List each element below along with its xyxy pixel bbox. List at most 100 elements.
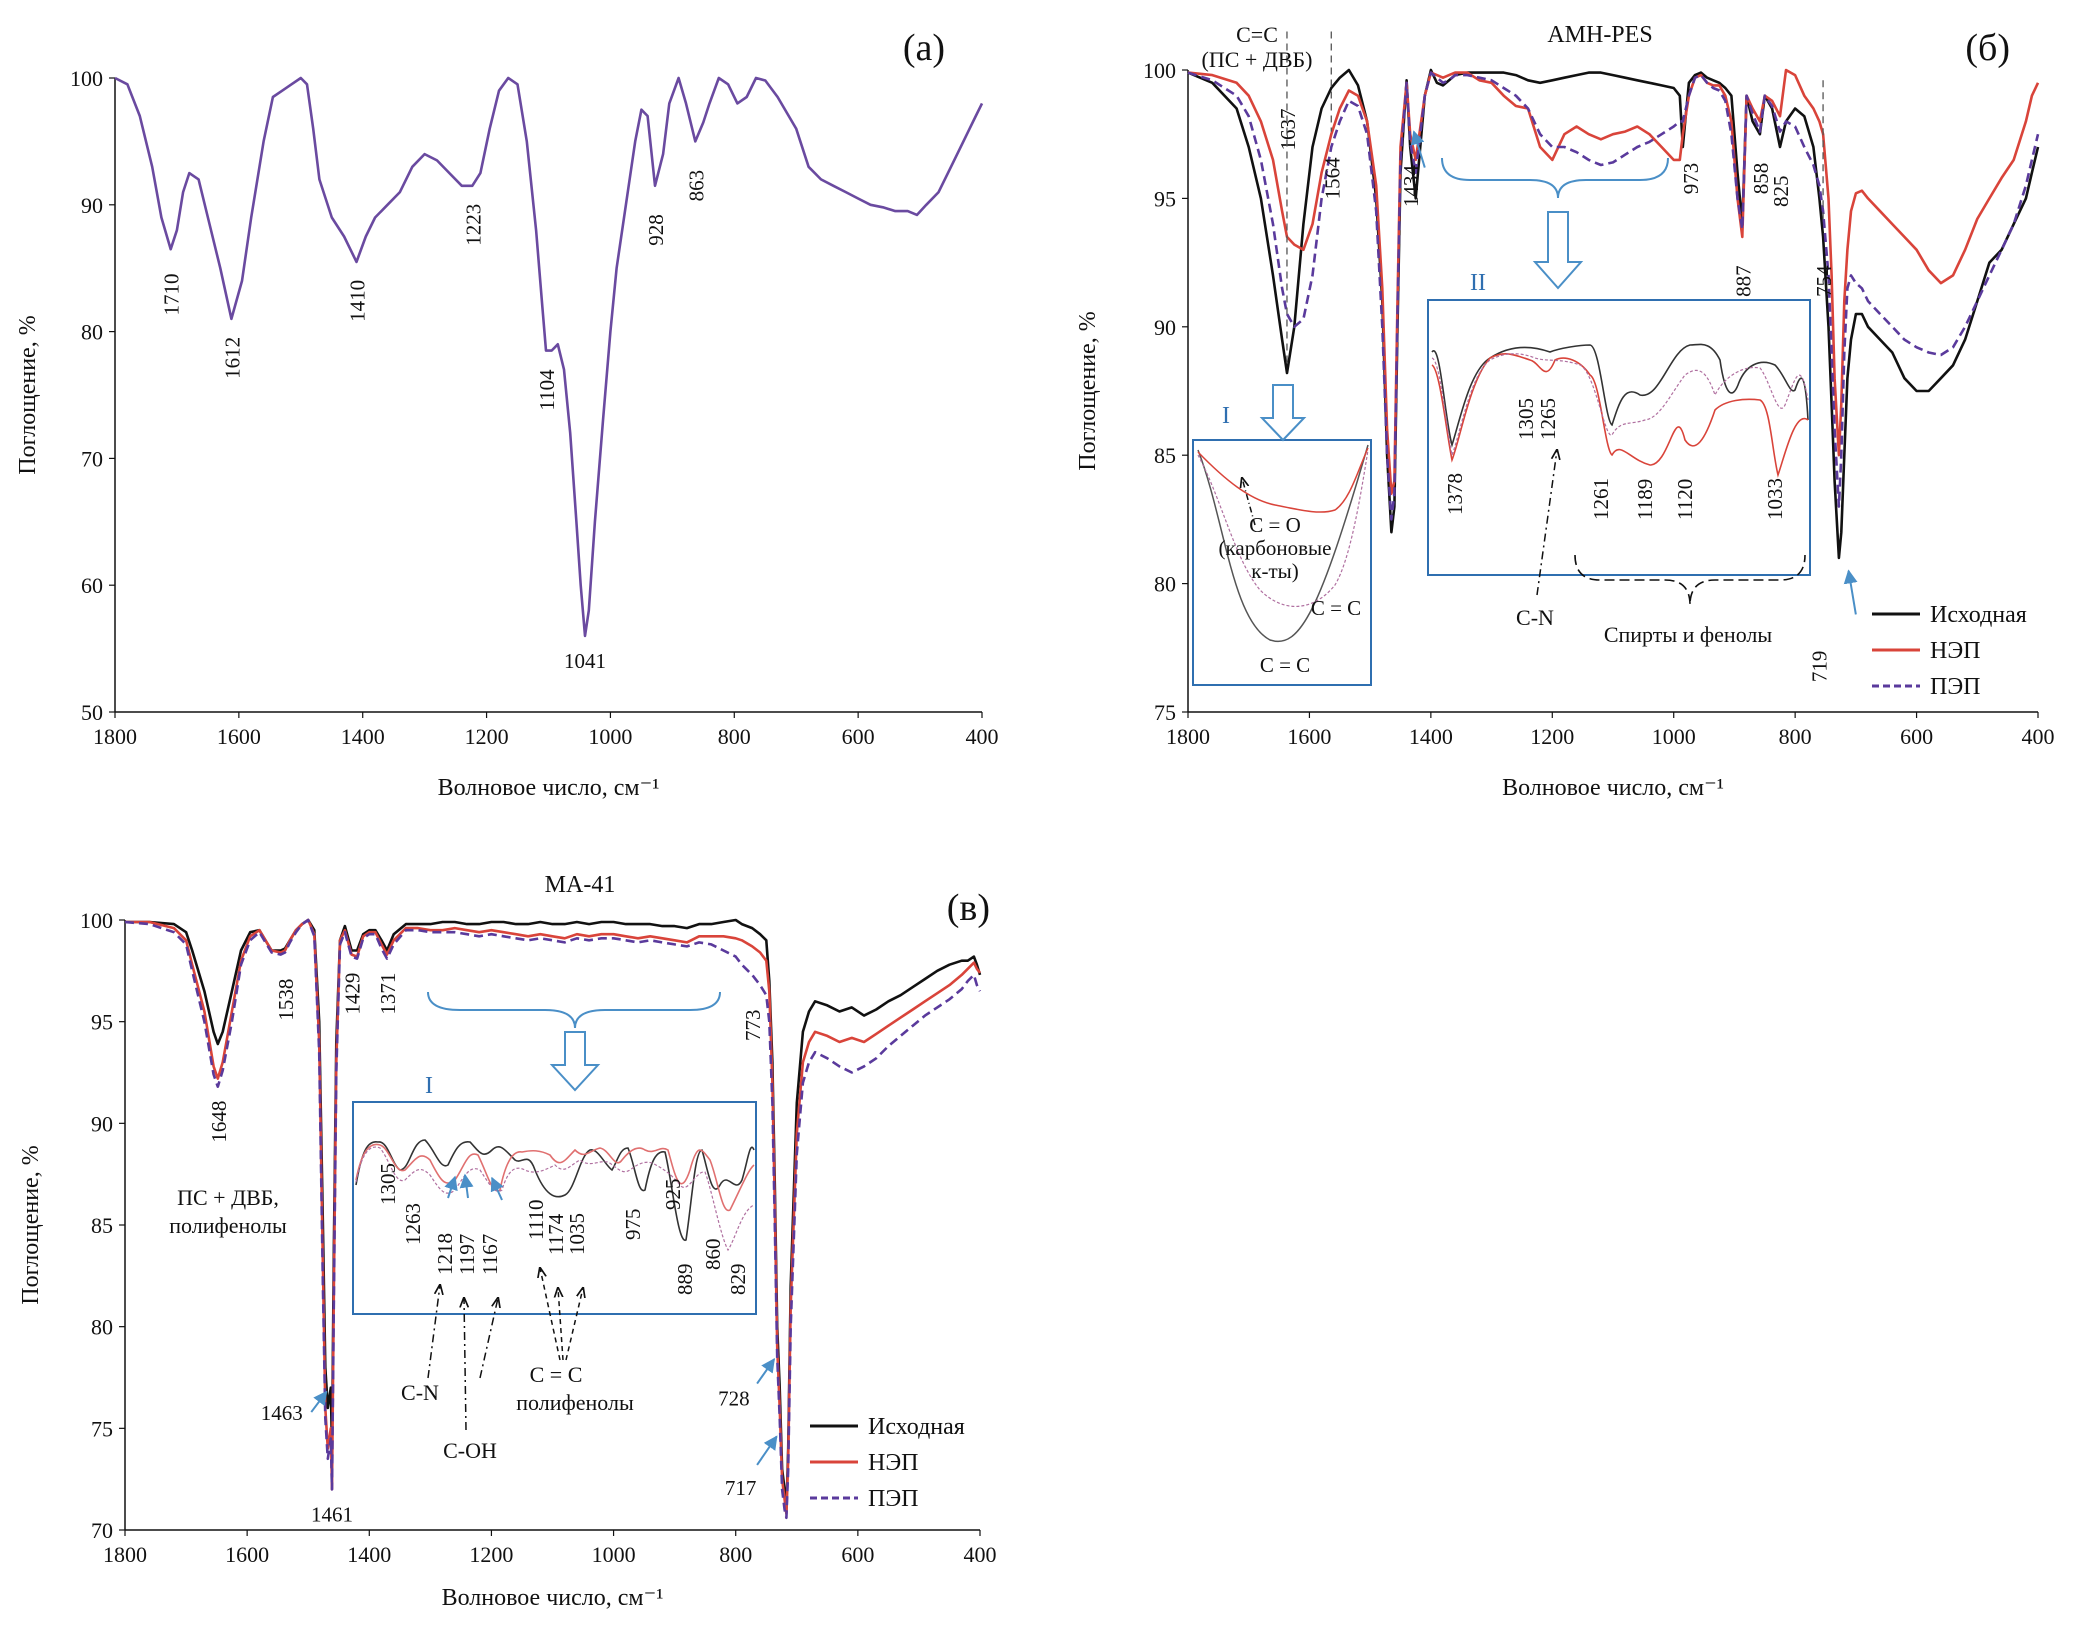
- peak-label: 1223: [461, 204, 485, 246]
- cn-label-c: C-N: [401, 1380, 439, 1405]
- inset-peak-1033: 1033: [1763, 478, 1787, 520]
- cc-inset-label-2: C = C: [1260, 653, 1310, 677]
- y-tick-label: 90: [91, 1111, 113, 1136]
- peak-label: 863: [684, 170, 708, 202]
- peak-label: 928: [644, 214, 668, 246]
- inset-ii-label: II: [1470, 270, 1486, 296]
- series-line-nep: [1187, 68, 2040, 495]
- cn-pointer: [427, 1285, 440, 1379]
- blue-pointer-1218: [444, 1175, 458, 1199]
- legend-label-pep: ПЭП: [1930, 674, 1981, 700]
- x-tick-label: 600: [1900, 724, 1933, 749]
- pointer-arrow-717: [756, 1435, 778, 1466]
- x-tick-label: 1400: [347, 1542, 391, 1567]
- y-tick-label: 60: [81, 573, 103, 598]
- y-tick-label: 100: [70, 66, 103, 91]
- inset-c-box: [352, 1101, 757, 1315]
- series-line-original: [1187, 68, 2040, 560]
- inset-peak-925: 925: [661, 1179, 685, 1211]
- y-tick-label: 70: [91, 1518, 113, 1543]
- x-tick-label: 600: [842, 724, 875, 749]
- series-line-pep: [1187, 71, 2040, 521]
- alcohols-phenols-label: Спирты и фенолы: [1604, 622, 1773, 647]
- y-tick-label: 90: [81, 193, 103, 218]
- inset-peak-889: 889: [673, 1264, 697, 1296]
- inset-c-label: I: [425, 1073, 433, 1099]
- inset-peak-1167: 1167: [478, 1234, 502, 1275]
- x-tick-label: 1600: [1287, 724, 1331, 749]
- y-tick-label: 80: [1154, 572, 1176, 597]
- legend-c: Исходная НЭП ПЭП: [810, 1414, 965, 1512]
- peak-label: 1104: [535, 369, 559, 411]
- inset-c-peak-labels: 1305 1263 1218 1197 1167 1110 1174 1035 …: [376, 1163, 750, 1295]
- panel-c-annotations: I 1305 1263 1218 1197 1167 1110 1174 103…: [169, 991, 757, 1463]
- y-tick-label: 85: [91, 1213, 113, 1238]
- acids-label: к-ты): [1251, 559, 1298, 583]
- y-tick-label: 80: [81, 320, 103, 345]
- peak-label: 1463: [261, 1401, 303, 1425]
- panel-label: (в): [947, 887, 990, 929]
- x-tick-label: 400: [966, 724, 999, 749]
- peak-label: 773: [741, 1010, 765, 1042]
- ps-dvb-polyphenols-label-1: ПС + ДВБ,: [177, 1185, 279, 1210]
- down-arrow-icon: [1532, 211, 1584, 290]
- y-tick-label: 100: [1143, 58, 1176, 83]
- panel-b-annotations: C=C (ПС + ДВБ) I C = O (карбоновые к-ты)…: [1192, 22, 1811, 686]
- peak-label: 717: [725, 1476, 757, 1500]
- inset-ii-nep-line: [1431, 353, 1809, 478]
- cc-inset-label-1: C = C: [1311, 596, 1361, 620]
- x-tick-label: 1000: [1652, 724, 1696, 749]
- x-tick-label: 600: [841, 1542, 874, 1567]
- inset-peak-1263: 1263: [401, 1203, 425, 1245]
- x-tick-label: 1000: [588, 724, 632, 749]
- blue-pointer-1167: [490, 1176, 504, 1201]
- inset-peak-1378: 1378: [1443, 473, 1467, 515]
- inset-i-original-line: [1197, 444, 1369, 643]
- y-axis-label: Поглощение, %: [1075, 311, 1101, 470]
- y-tick-label: 90: [1154, 315, 1176, 340]
- cn-label: C-N: [1516, 605, 1554, 630]
- legend-label-original: Исходная: [1930, 602, 2027, 628]
- cc-pointer-1: [540, 1268, 561, 1361]
- y-tick-label: 70: [81, 446, 103, 471]
- x-tick-label: 1400: [341, 724, 385, 749]
- peak-label: 887: [1731, 265, 1755, 297]
- x-axis-label: Волновое число, см⁻¹: [442, 1585, 664, 1611]
- polyphenols-label-c: полифенолы: [516, 1390, 634, 1415]
- peak-label: 1538: [274, 979, 298, 1021]
- cc-label: C=C: [1236, 22, 1278, 47]
- ps-dvb-label: (ПС + ДВБ): [1202, 47, 1313, 72]
- peak-label: 973: [1679, 163, 1703, 195]
- down-arrow-icon: [1259, 384, 1307, 442]
- peak-label: 719: [1807, 651, 1831, 683]
- bracket-c: [427, 991, 721, 1029]
- inset-i-nep-line: [1197, 447, 1369, 513]
- inset-peak-1305: 1305: [1514, 398, 1538, 440]
- x-tick-label: 1000: [592, 1542, 636, 1567]
- inset-peak-860: 860: [701, 1239, 725, 1271]
- cc-label-c: C = C: [530, 1362, 583, 1387]
- y-tick-label: 85: [1154, 443, 1176, 468]
- peak-label: 728: [718, 1387, 750, 1411]
- panel-label: (а): [903, 27, 945, 69]
- legend-b: Исходная НЭП ПЭП: [1872, 602, 2027, 700]
- peak-label: 1612: [220, 337, 244, 379]
- peak-label: 1564: [1320, 157, 1344, 200]
- series-line-pep: [124, 918, 982, 1520]
- y-axis-label: Поглощение, %: [18, 1145, 44, 1304]
- coh-label: C-OH: [443, 1438, 497, 1463]
- inset-peak-1174: 1174: [544, 1213, 568, 1255]
- y-tick-label: 75: [91, 1416, 113, 1441]
- inset-i-label: I: [1222, 403, 1230, 429]
- peak-label: 858: [1749, 163, 1773, 195]
- peak-label: 1710: [160, 274, 184, 316]
- inset-peak-1035: 1035: [565, 1213, 589, 1255]
- x-tick-label: 1800: [1166, 724, 1210, 749]
- inset-c-pep-line: [355, 1146, 755, 1252]
- y-tick-label: 95: [91, 1010, 113, 1035]
- chart-title: АМН-PES: [1547, 22, 1652, 48]
- inset-peak-1110: 1110: [524, 1200, 548, 1240]
- bracket-ii: [1441, 157, 1669, 199]
- cc-pointer-2: [558, 1288, 564, 1361]
- x-tick-label: 1600: [225, 1542, 269, 1567]
